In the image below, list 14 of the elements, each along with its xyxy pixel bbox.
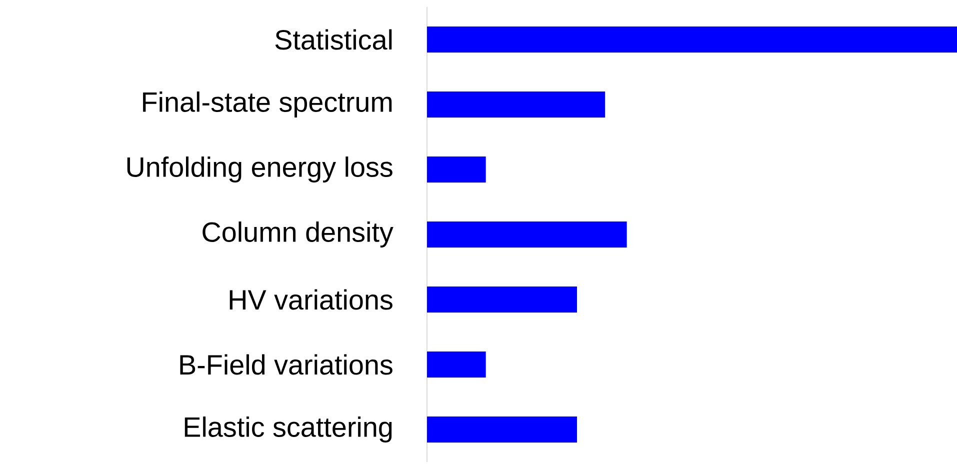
y-tick-label: Unfolding energy loss [127,156,392,182]
bar [427,26,957,53]
y-tick-label: Elastic scattering [184,416,392,442]
y-tick-label: Statistical [275,29,392,50]
y-tick-label: Column density [202,222,394,248]
bar [427,286,577,313]
y-tick-label: Final-state spectrum [143,92,392,118]
y-tick-label: B-Field variations [180,354,392,375]
bar [427,352,486,378]
y-tick-label: HV variations [230,289,392,310]
bar [427,416,577,443]
bar [427,92,606,118]
bar [427,222,627,248]
bar [427,156,486,183]
